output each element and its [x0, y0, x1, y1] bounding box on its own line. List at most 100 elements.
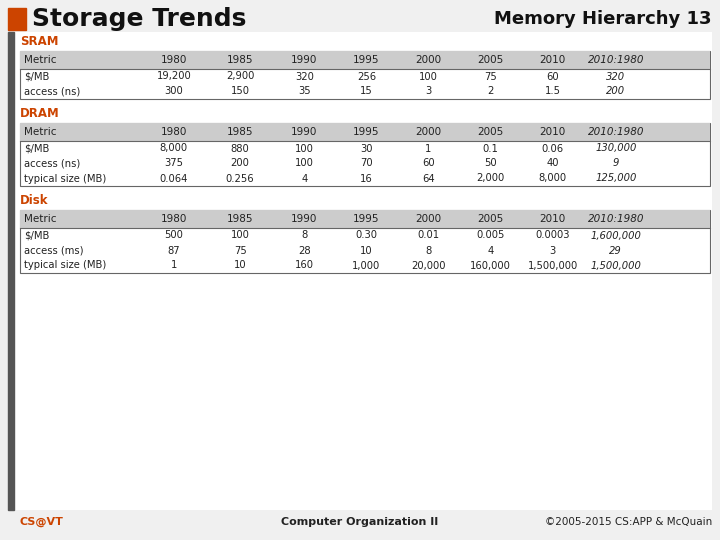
Bar [20, 123, 710, 186]
Text: 64: 64 [422, 173, 435, 184]
Text: 1990: 1990 [291, 127, 318, 137]
Text: 100: 100 [295, 144, 314, 153]
Text: 28: 28 [298, 246, 310, 255]
Text: 1,600,000: 1,600,000 [590, 231, 642, 240]
Bar [20, 210, 710, 273]
Text: 40: 40 [546, 159, 559, 168]
Text: 0.0003: 0.0003 [536, 231, 570, 240]
Text: Computer Organization II: Computer Organization II [282, 517, 438, 527]
Text: 100: 100 [230, 231, 250, 240]
Bar [20, 123, 710, 141]
Text: 8: 8 [301, 231, 307, 240]
Text: 1980: 1980 [161, 214, 187, 224]
Text: 8,000: 8,000 [539, 173, 567, 184]
Text: 1: 1 [426, 144, 432, 153]
Text: $/MB: $/MB [24, 144, 50, 153]
Text: 10: 10 [234, 260, 246, 271]
Text: Metric: Metric [24, 214, 56, 224]
Text: 1980: 1980 [161, 127, 187, 137]
Text: 1985: 1985 [227, 214, 253, 224]
Text: 2010:1980: 2010:1980 [588, 127, 644, 137]
Text: 2005: 2005 [477, 55, 504, 65]
Text: Disk: Disk [20, 194, 48, 207]
Text: 1.5: 1.5 [545, 86, 561, 97]
Text: 1995: 1995 [353, 55, 379, 65]
Text: 2010:1980: 2010:1980 [588, 55, 644, 65]
Text: 200: 200 [606, 86, 626, 97]
Text: 70: 70 [360, 159, 373, 168]
Text: 1990: 1990 [291, 214, 318, 224]
Text: ©2005-2015 CS:APP & McQuain: ©2005-2015 CS:APP & McQuain [545, 517, 712, 527]
Text: 2010: 2010 [539, 127, 566, 137]
Text: 160: 160 [294, 260, 314, 271]
Text: 4: 4 [301, 173, 307, 184]
Text: 1,500,000: 1,500,000 [528, 260, 578, 271]
Text: 0.256: 0.256 [226, 173, 254, 184]
Text: 100: 100 [295, 159, 314, 168]
Text: 300: 300 [164, 86, 184, 97]
Text: 1990: 1990 [291, 55, 318, 65]
Text: 1: 1 [171, 260, 177, 271]
Text: typical size (MB): typical size (MB) [24, 173, 107, 184]
Text: 2005: 2005 [477, 214, 504, 224]
Bar [8, 32, 712, 510]
Text: 0.01: 0.01 [418, 231, 439, 240]
Text: 0.06: 0.06 [541, 144, 564, 153]
Text: DRAM: DRAM [20, 107, 60, 120]
Text: 2,000: 2,000 [477, 173, 505, 184]
Text: 75: 75 [485, 71, 497, 82]
Text: 125,000: 125,000 [595, 173, 636, 184]
Text: typical size (MB): typical size (MB) [24, 260, 107, 271]
Text: 75: 75 [234, 246, 246, 255]
Text: 1995: 1995 [353, 127, 379, 137]
Text: 35: 35 [298, 86, 310, 97]
Text: $/MB: $/MB [24, 71, 50, 82]
Text: 256: 256 [357, 71, 376, 82]
Text: 200: 200 [230, 159, 250, 168]
Text: 2010: 2010 [539, 55, 566, 65]
Text: 1985: 1985 [227, 55, 253, 65]
Bar [20, 51, 710, 69]
Text: 130,000: 130,000 [595, 144, 636, 153]
Text: 100: 100 [419, 71, 438, 82]
Text: 320: 320 [295, 71, 314, 82]
Text: 0.064: 0.064 [160, 173, 188, 184]
Text: 1,500,000: 1,500,000 [590, 260, 642, 271]
Text: 8,000: 8,000 [160, 144, 188, 153]
Text: 9: 9 [613, 159, 619, 168]
Bar [8, 32, 14, 510]
Text: 19,200: 19,200 [156, 71, 192, 82]
Text: Memory Hierarchy 13: Memory Hierarchy 13 [495, 10, 712, 28]
Text: 0.005: 0.005 [477, 231, 505, 240]
Text: 60: 60 [546, 71, 559, 82]
Text: 500: 500 [164, 231, 184, 240]
Text: 160,000: 160,000 [470, 260, 511, 271]
Text: 1995: 1995 [353, 214, 379, 224]
Text: 375: 375 [164, 159, 184, 168]
Text: 4: 4 [487, 246, 494, 255]
Text: 50: 50 [485, 159, 497, 168]
Text: $/MB: $/MB [24, 231, 50, 240]
Bar [8, 8, 26, 30]
Text: 2: 2 [487, 86, 494, 97]
Text: CS@VT: CS@VT [20, 517, 64, 527]
Text: 3: 3 [549, 246, 556, 255]
Text: 150: 150 [230, 86, 250, 97]
Text: 60: 60 [422, 159, 435, 168]
Text: 0.30: 0.30 [356, 231, 377, 240]
Bar [20, 51, 710, 99]
Text: SRAM: SRAM [20, 35, 58, 48]
Text: 2000: 2000 [415, 127, 441, 137]
Text: 2005: 2005 [477, 127, 504, 137]
Text: 0.1: 0.1 [482, 144, 498, 153]
Text: 8: 8 [426, 246, 431, 255]
Text: 1980: 1980 [161, 55, 187, 65]
Text: Metric: Metric [24, 55, 56, 65]
Text: 2000: 2000 [415, 214, 441, 224]
Text: 87: 87 [168, 246, 180, 255]
Bar [20, 210, 710, 228]
Text: 20,000: 20,000 [411, 260, 446, 271]
Text: 320: 320 [606, 71, 626, 82]
Text: 2010: 2010 [539, 214, 566, 224]
Text: access (ns): access (ns) [24, 159, 80, 168]
